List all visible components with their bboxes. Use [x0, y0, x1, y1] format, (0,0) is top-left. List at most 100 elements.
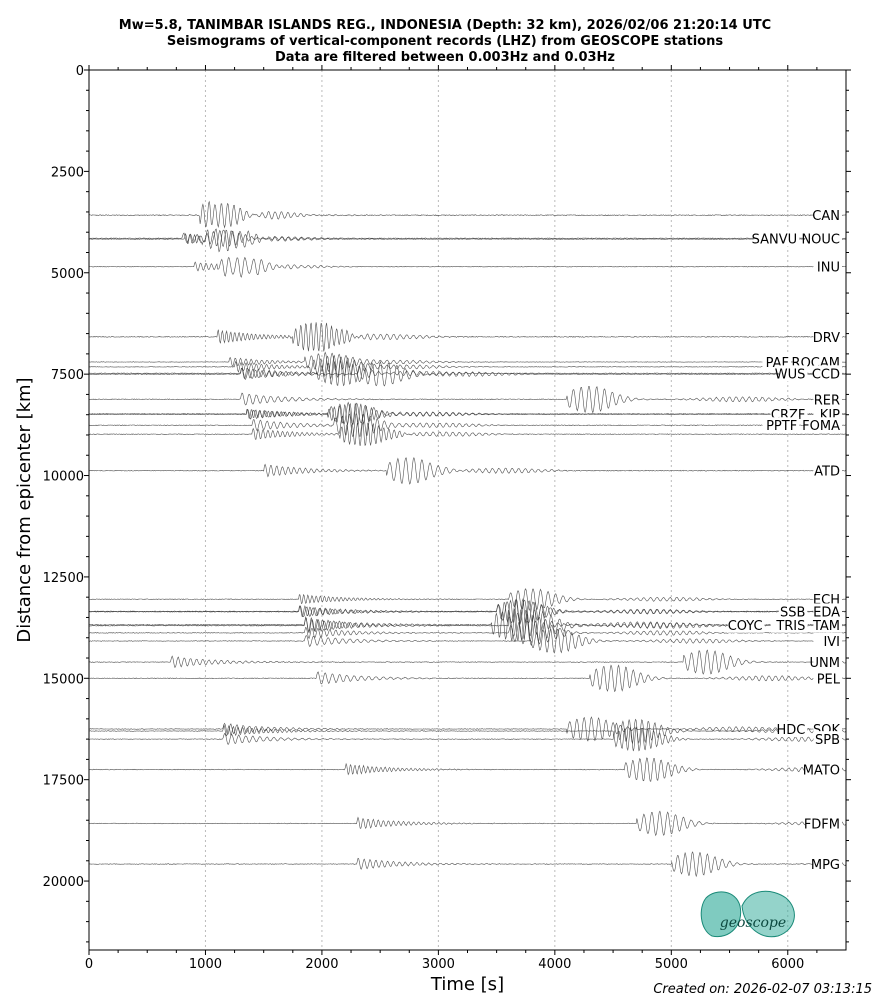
station-label: TRIS	[775, 619, 805, 634]
x-tick-label: 6000	[771, 957, 804, 972]
station-label: IVI	[823, 635, 840, 650]
station-label-bg	[813, 391, 842, 408]
seismogram-trace	[88, 256, 846, 278]
seismogram-traces	[88, 200, 847, 878]
plot-frame	[88, 69, 847, 951]
station-label-bg	[754, 230, 800, 247]
x-axis-label: Time [s]	[430, 974, 504, 995]
y-axis-label: Distance from epicenter [km]	[14, 377, 35, 642]
seismogram-trace	[88, 598, 846, 625]
x-tick-label: 3000	[422, 957, 455, 972]
created-timestamp: Created on: 2026-02-07 03:13:15	[653, 982, 872, 997]
y-tick-label: 7500	[51, 368, 84, 383]
station-label: TAM	[812, 619, 840, 634]
seismogram-trace	[88, 620, 846, 646]
y-axis-ticks: 0 2500 5000 7500 10000 12500 15000 17500 20000	[43, 64, 851, 943]
station-label-bg	[813, 654, 842, 671]
x-tick-label: 2000	[305, 957, 338, 972]
seismogram-trace	[88, 386, 846, 414]
x-tick-label: 5000	[655, 957, 688, 972]
y-tick-label: 17500	[43, 774, 84, 789]
station-label-bg	[813, 670, 842, 687]
station-label-bg	[813, 603, 842, 620]
station-label: CAN	[812, 209, 840, 224]
station-label-bg	[770, 616, 808, 633]
station-label: CCD	[812, 367, 840, 382]
x-tick-label: 0	[85, 957, 93, 972]
seismogram-trace	[88, 726, 846, 752]
grid-lines	[204, 70, 789, 950]
station-label: NOUC	[801, 232, 840, 247]
station-label: RER	[814, 393, 840, 408]
seismogram-trace	[88, 360, 846, 387]
station-label-bg	[813, 462, 842, 479]
x-tick-label: 4000	[538, 957, 571, 972]
station-label-bg	[813, 856, 842, 873]
station-label-bg	[813, 591, 842, 608]
station-label: HDC	[777, 723, 806, 738]
station-label: EDA	[813, 605, 840, 620]
station-label-bg	[778, 720, 808, 737]
station-label-bg	[805, 761, 842, 778]
seismogram-trace	[88, 422, 846, 447]
station-label: FDFM	[804, 817, 840, 832]
station-label-bg	[813, 258, 842, 275]
y-tick-label: 10000	[43, 470, 84, 485]
chart-title-line-1: Mw=5.8, TANIMBAR ISLANDS REG., INDONESIA…	[118, 18, 772, 33]
seismogram-trace	[89, 229, 846, 248]
logo-globe-left	[700, 891, 742, 938]
seismogram-trace	[88, 200, 846, 229]
chart-title-line-2: Seismograms of vertical-component record…	[166, 34, 724, 49]
station-label-bg	[813, 207, 842, 224]
seismogram-trace	[88, 457, 846, 485]
station-label-bg	[778, 365, 808, 382]
y-tick-label: 15000	[43, 672, 84, 687]
station-label-bg	[813, 616, 842, 633]
seismogram-trace	[88, 413, 846, 437]
seismogram-trace	[88, 609, 846, 642]
seismogram-trace	[88, 649, 846, 675]
seismogram-trace	[88, 810, 847, 837]
seismogram-trace	[88, 228, 846, 253]
seismogram-trace	[89, 351, 846, 373]
seismogram-trace	[89, 322, 846, 352]
y-tick-label: 20000	[43, 875, 84, 890]
seismogram-trace	[88, 664, 846, 692]
seismogram-trace	[88, 716, 846, 742]
seismogram-trace	[88, 851, 847, 878]
chart-title-line-3: Data are filtered between 0.003Hz and 0.…	[274, 50, 616, 65]
y-tick-label: 0	[76, 64, 84, 79]
station-label: ATD	[814, 465, 840, 480]
station-labels: CANNOUCSANVUINUDRVROCAMPAFCCDWUSRERKIPCR…	[728, 207, 842, 873]
station-label: UNM	[810, 656, 840, 671]
station-label: MATO	[803, 764, 840, 779]
station-label: COYC	[728, 619, 763, 634]
station-label-bg	[805, 815, 842, 832]
station-label-bg	[778, 603, 808, 620]
seismogram-trace	[88, 360, 846, 387]
seismogram-trace	[88, 598, 846, 624]
station-label-bg	[805, 230, 842, 247]
station-label: WUS	[775, 367, 806, 382]
geoscope-logo: geoscope	[700, 890, 795, 938]
seismogram-trace	[88, 588, 846, 611]
station-label: FOMA	[802, 419, 840, 434]
y-tick-label: 12500	[43, 571, 84, 586]
seismogram-trace	[88, 354, 846, 380]
x-axis-ticks: 0 1000 2000 3000 4000 5000 6000	[85, 65, 818, 972]
station-label: SPB	[815, 733, 840, 748]
station-label-bg	[813, 365, 842, 382]
seismogram-trace	[88, 401, 846, 425]
station-label: SANVU	[752, 232, 798, 247]
y-tick-label: 2500	[51, 165, 84, 180]
station-label-bg	[813, 632, 842, 649]
station-label: MPG	[811, 858, 840, 873]
logo-globe-right	[741, 890, 795, 938]
station-label-bg	[813, 731, 842, 748]
station-label: PPTF	[766, 419, 797, 434]
logo-text: geoscope	[720, 915, 786, 931]
station-label-bg	[805, 417, 842, 434]
seismogram-trace	[88, 402, 846, 426]
y-tick-label: 5000	[51, 267, 84, 282]
